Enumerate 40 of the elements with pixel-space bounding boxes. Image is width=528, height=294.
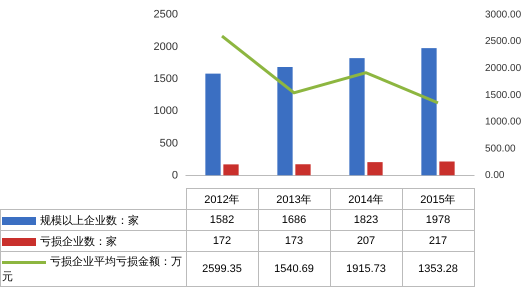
- y2-tick-label: 2000.00: [485, 62, 522, 74]
- data-label: 1823: [330, 210, 402, 230]
- x-tick-label: 2012年: [186, 188, 258, 210]
- y2-tick-label: 1500.00: [485, 90, 522, 101]
- y2-tick-label: 500.00: [485, 143, 516, 154]
- data-label: 217: [402, 230, 474, 252]
- bar: [277, 66, 293, 176]
- bar: [205, 74, 221, 176]
- data-label: 173: [258, 230, 330, 252]
- data-label: 1353.28: [402, 252, 474, 286]
- bar: [367, 162, 383, 176]
- y2-tick-label: 3000.00: [485, 9, 522, 20]
- y2-tick-label: 0.00: [485, 170, 505, 182]
- x-tick-label: 2014年: [330, 188, 402, 210]
- data-label: 2599.35: [186, 252, 258, 286]
- text: 亏损企业平均亏损金额：万元: [2, 256, 182, 283]
- bar: [349, 58, 365, 176]
- x-tick-label: 2013年: [258, 188, 330, 210]
- data-label: 1582: [186, 210, 258, 230]
- y-tick-label: 500: [160, 137, 178, 150]
- data-label: 1915.73: [330, 252, 402, 286]
- x-tick-label: 2015年: [402, 188, 474, 210]
- y-tick-label: 1500: [154, 72, 178, 85]
- data-label: 1686: [258, 210, 330, 230]
- bar: [421, 48, 437, 176]
- data-label: 207: [330, 230, 402, 252]
- y-tick-label: 2500: [154, 8, 178, 21]
- y2-tick-label: 2500.00: [485, 36, 522, 48]
- data-label: 172: [186, 230, 258, 252]
- y-tick-label: 0: [172, 169, 178, 182]
- bar: [439, 161, 455, 176]
- legend-label: 规模以上企业数：家: [40, 214, 139, 226]
- data-label: 1978: [402, 210, 474, 230]
- bar: [295, 164, 311, 176]
- y-tick-label: 2000: [154, 40, 178, 53]
- legend-label: 亏损企业数：家: [40, 236, 117, 248]
- y2-tick-label: 1000.00: [485, 116, 522, 128]
- y-tick-label: 1000: [154, 105, 178, 118]
- bar: [223, 164, 239, 176]
- data-label: 1540.69: [258, 252, 330, 286]
